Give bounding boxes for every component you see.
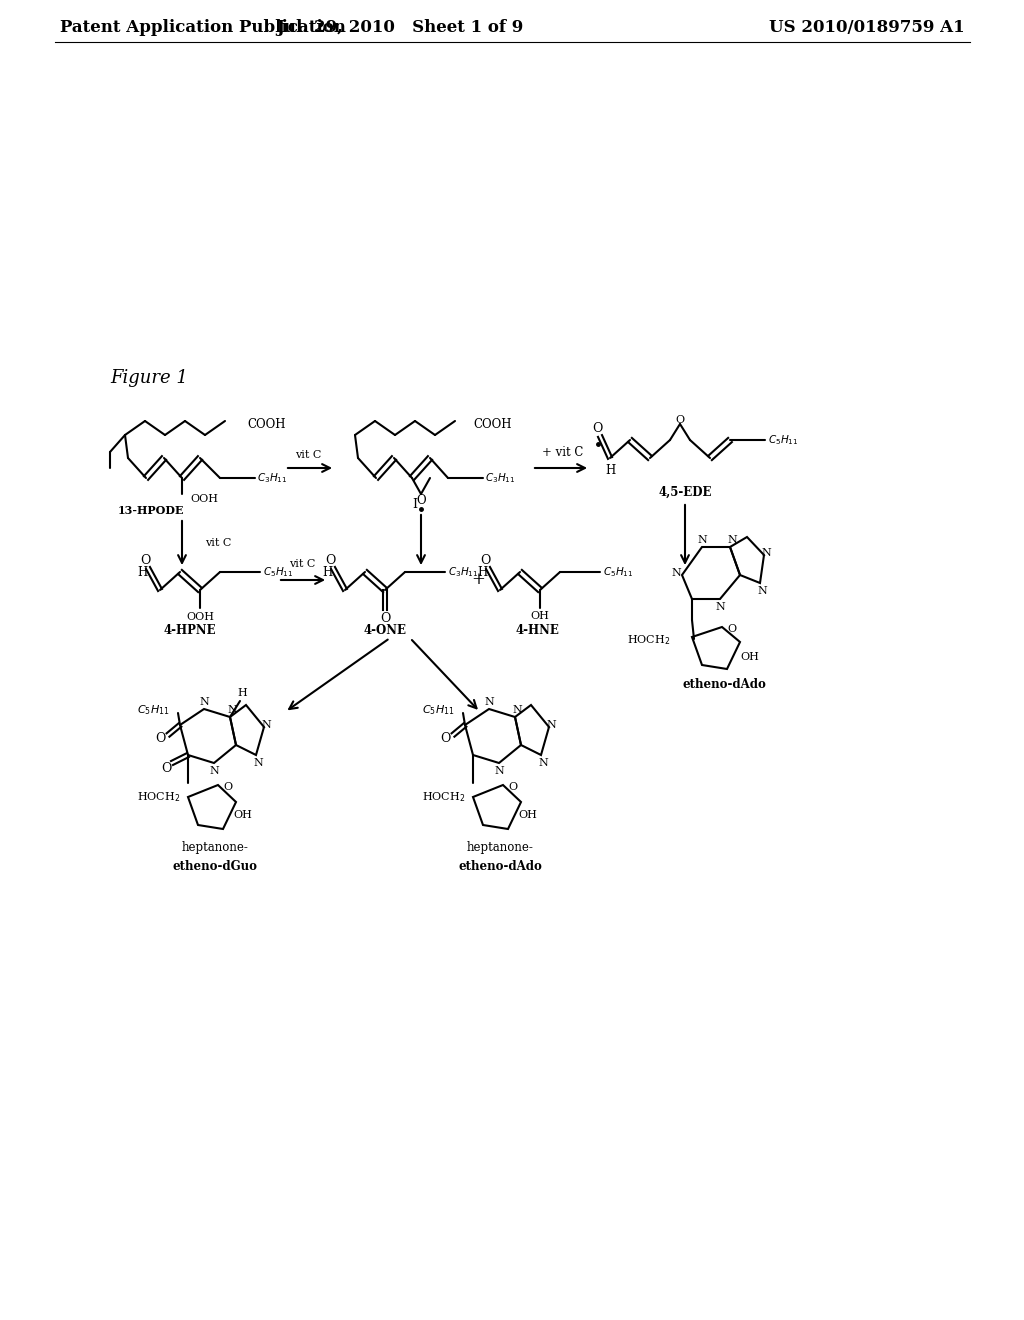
Text: $C_5H_{11}$: $C_5H_{11}$	[263, 565, 294, 579]
Text: O: O	[161, 763, 171, 776]
Text: $C_5H_{11}$: $C_5H_{11}$	[423, 704, 455, 717]
Text: O: O	[223, 781, 232, 792]
Text: H: H	[605, 463, 615, 477]
Text: +: +	[471, 572, 485, 589]
Text: Patent Application Publication: Patent Application Publication	[60, 18, 346, 36]
Text: $C_3H_{11}$: $C_3H_{11}$	[449, 565, 478, 579]
Text: N: N	[253, 758, 263, 768]
Text: H: H	[477, 565, 487, 578]
Text: etheno-dAdo: etheno-dAdo	[682, 678, 766, 692]
Text: 13-HPODE: 13-HPODE	[118, 504, 184, 516]
Text: vit C: vit C	[289, 558, 315, 569]
Text: N: N	[757, 586, 767, 597]
Text: heptanone-: heptanone-	[181, 841, 249, 854]
Text: $C_3H_{11}$: $C_3H_{11}$	[257, 471, 288, 484]
Text: O: O	[325, 553, 335, 566]
Text: OOH: OOH	[186, 612, 214, 622]
Text: N: N	[199, 697, 209, 708]
Text: COOH: COOH	[473, 417, 512, 430]
Text: H: H	[137, 565, 147, 578]
Text: H: H	[238, 688, 247, 698]
Text: 4-ONE: 4-ONE	[364, 623, 407, 636]
Text: N: N	[495, 766, 504, 776]
Text: etheno-dAdo: etheno-dAdo	[458, 861, 542, 874]
Text: N: N	[539, 758, 548, 768]
Text: heptanone-: heptanone-	[467, 841, 534, 854]
Text: HOCH$_2$: HOCH$_2$	[137, 791, 180, 804]
Text: O: O	[676, 414, 685, 425]
Text: O: O	[592, 421, 602, 434]
Text: HOCH$_2$: HOCH$_2$	[627, 634, 670, 647]
Text: N: N	[715, 602, 725, 612]
Text: OH: OH	[740, 652, 760, 663]
Text: HOCH$_2$: HOCH$_2$	[422, 791, 465, 804]
Text: O: O	[480, 553, 490, 566]
Text: $C_5H_{11}$: $C_5H_{11}$	[137, 704, 170, 717]
Text: O: O	[380, 611, 390, 624]
Text: $C_5H_{11}$: $C_5H_{11}$	[603, 565, 634, 579]
Text: O: O	[140, 553, 151, 566]
Text: Figure 1: Figure 1	[110, 370, 187, 387]
Text: $C_3H_{11}$: $C_3H_{11}$	[485, 471, 515, 484]
Text: N: N	[484, 697, 494, 708]
Text: N: N	[697, 535, 707, 545]
Text: US 2010/0189759 A1: US 2010/0189759 A1	[769, 18, 965, 36]
Text: 4,5-EDE: 4,5-EDE	[658, 486, 712, 499]
Text: etheno-dGuo: etheno-dGuo	[172, 861, 257, 874]
Text: O: O	[440, 733, 451, 746]
Text: vit C: vit C	[205, 539, 231, 548]
Text: N: N	[546, 719, 556, 730]
Text: N: N	[727, 535, 737, 545]
Text: N: N	[209, 766, 219, 776]
Text: $C_5H_{11}$: $C_5H_{11}$	[768, 433, 799, 447]
Text: N: N	[261, 719, 271, 730]
Text: COOH: COOH	[247, 417, 286, 430]
Text: O: O	[727, 624, 736, 634]
Text: OH: OH	[530, 611, 550, 620]
Text: O: O	[416, 494, 426, 507]
Text: I: I	[413, 498, 418, 511]
Text: N: N	[512, 705, 522, 715]
Text: Jul. 29, 2010   Sheet 1 of 9: Jul. 29, 2010 Sheet 1 of 9	[276, 18, 523, 36]
Text: OH: OH	[233, 810, 253, 820]
Text: H: H	[322, 565, 332, 578]
Text: + vit C: + vit C	[542, 446, 584, 458]
Text: OOH: OOH	[190, 494, 218, 504]
Text: 4-HPNE: 4-HPNE	[164, 623, 216, 636]
Text: O: O	[155, 733, 165, 746]
Text: vit C: vit C	[295, 450, 322, 459]
Text: N: N	[671, 568, 681, 578]
Text: O: O	[509, 781, 517, 792]
Text: OH: OH	[518, 810, 538, 820]
Text: 4-HNE: 4-HNE	[516, 623, 560, 636]
Text: N: N	[227, 705, 237, 715]
Text: N: N	[761, 548, 771, 558]
